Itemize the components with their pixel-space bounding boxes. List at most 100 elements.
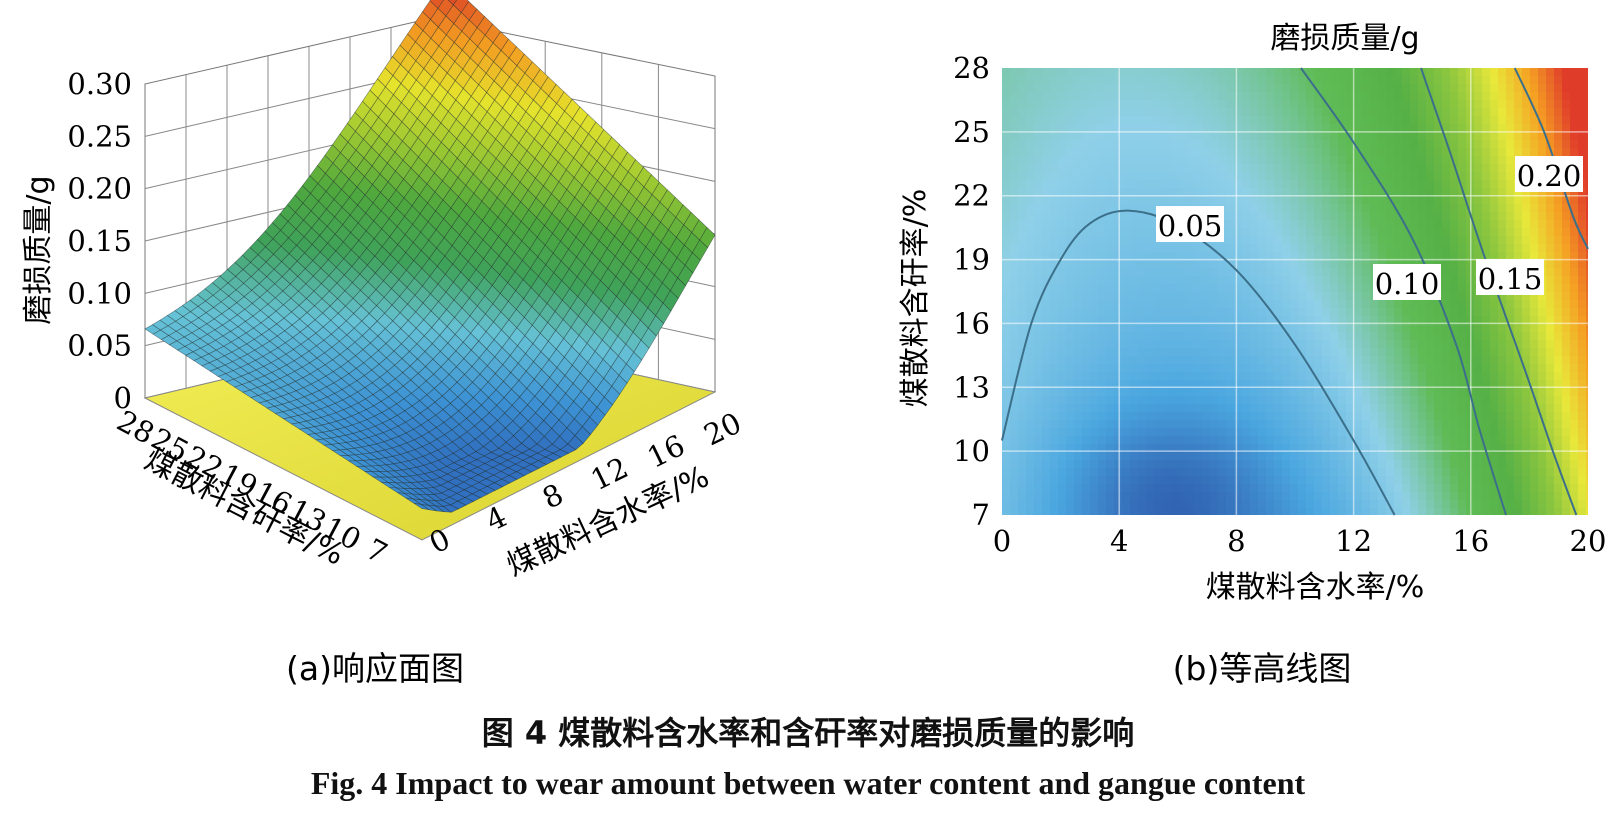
heatmap-cell [1210, 396, 1219, 405]
heatmap-cell [1210, 156, 1219, 165]
heatmap-cell [1050, 132, 1059, 141]
heatmap-cell [1290, 300, 1299, 309]
heatmap-cell [1322, 324, 1331, 333]
heatmap-cell [1034, 76, 1043, 85]
heatmap-cell [1434, 212, 1443, 221]
heatmap-cell [1442, 196, 1451, 205]
heatmap-cell [1250, 100, 1259, 109]
heatmap-cell [1066, 372, 1075, 381]
heatmap-cell [1322, 228, 1331, 237]
heatmap-cell [1018, 124, 1027, 133]
heatmap-cell [1322, 140, 1331, 149]
heatmap-cell [1082, 116, 1091, 125]
heatmap-cell [1194, 68, 1203, 77]
heatmap-cell [1058, 124, 1067, 133]
heatmap-cell [1370, 388, 1379, 397]
heatmap-cell [1122, 428, 1131, 437]
heatmap-cell [1434, 460, 1443, 469]
heatmap-cell [1426, 508, 1435, 515]
heatmap-cell [1370, 204, 1379, 213]
heatmap-cell [1490, 164, 1499, 173]
heatmap-cell [1210, 252, 1219, 261]
heatmap-cell [1378, 148, 1387, 157]
heatmap-cell [1410, 164, 1419, 173]
heatmap-cell [1394, 76, 1403, 85]
heatmap-cell [1450, 276, 1459, 285]
heatmap-cell [1154, 116, 1163, 125]
heatmap-cell [1378, 372, 1387, 381]
heatmap-cell [1162, 476, 1171, 485]
heatmap-cell [1490, 316, 1499, 325]
heatmap-cell [1210, 276, 1219, 285]
heatmap-cell [1250, 156, 1259, 165]
heatmap-cell [1322, 300, 1331, 309]
heatmap-cell [1282, 108, 1291, 117]
heatmap-cell [1306, 276, 1315, 285]
heatmap-cell [1138, 340, 1147, 349]
heatmap-cell [1498, 476, 1507, 485]
heatmap-cell [1402, 372, 1411, 381]
heatmap-cell [1314, 500, 1323, 509]
heatmap-cell [1138, 412, 1147, 421]
heatmap-cell [1114, 212, 1123, 221]
heatmap-cell [1218, 100, 1227, 109]
heatmap-cell [1402, 388, 1411, 397]
heatmap-cell [1106, 436, 1115, 445]
heatmap-cell [1506, 156, 1515, 165]
heatmap-cell [1178, 92, 1187, 101]
heatmap-cell [1202, 276, 1211, 285]
heatmap-cell [1018, 420, 1027, 429]
heatmap-cell [1418, 500, 1427, 509]
heatmap-cell [1154, 476, 1163, 485]
heatmap-cell [1354, 396, 1363, 405]
heatmap-cell [1362, 180, 1371, 189]
heatmap-cell [1026, 340, 1035, 349]
heatmap-cell [1010, 116, 1019, 125]
heatmap-cell [1242, 428, 1251, 437]
heatmap-cell [1490, 140, 1499, 149]
heatmap-cell [1234, 188, 1243, 197]
heatmap-cell [1458, 252, 1467, 261]
heatmap-cell [1338, 316, 1347, 325]
heatmap-cell [1090, 244, 1099, 253]
heatmap-cell [1338, 252, 1347, 261]
heatmap-cell [1282, 500, 1291, 509]
heatmap-cell [1114, 196, 1123, 205]
heatmap-cell [1282, 356, 1291, 365]
heatmap-cell [1482, 236, 1491, 245]
heatmap-cell [1298, 404, 1307, 413]
heatmap-cell [1370, 84, 1379, 93]
heatmap-cell [1122, 284, 1131, 293]
heatmap-cell [1226, 132, 1235, 141]
heatmap-cell [1194, 380, 1203, 389]
heatmap-cell [1186, 116, 1195, 125]
heatmap-cell [1322, 196, 1331, 205]
heatmap-cell [1114, 276, 1123, 285]
heatmap-cell [1130, 132, 1139, 141]
heatmap-cell [1090, 84, 1099, 93]
heatmap-cell [1002, 180, 1011, 189]
heatmap-cell [1338, 188, 1347, 197]
heatmap-cell [1482, 244, 1491, 253]
heatmap-cell [1154, 404, 1163, 413]
heatmap-cell [1010, 196, 1019, 205]
heatmap-cell [1226, 316, 1235, 325]
heatmap-cell [1146, 132, 1155, 141]
heatmap-cell [1362, 132, 1371, 141]
heatmap-cell [1498, 220, 1507, 229]
heatmap-cell [1418, 468, 1427, 477]
heatmap-cell [1370, 500, 1379, 509]
heatmap-cell [1226, 252, 1235, 261]
heatmap-cell [1402, 460, 1411, 469]
heatmap-cell [1098, 500, 1107, 509]
heatmap-cell [1306, 164, 1315, 173]
heatmap-cell [1498, 404, 1507, 413]
heatmap-cell [1426, 100, 1435, 109]
heatmap-cell [1210, 372, 1219, 381]
heatmap-cell [1138, 420, 1147, 429]
heatmap-cell [1090, 308, 1099, 317]
heatmap-cell [1474, 468, 1483, 477]
heatmap-cell [1034, 324, 1043, 333]
heatmap-cell [1162, 116, 1171, 125]
heatmap-cell [1298, 508, 1307, 515]
